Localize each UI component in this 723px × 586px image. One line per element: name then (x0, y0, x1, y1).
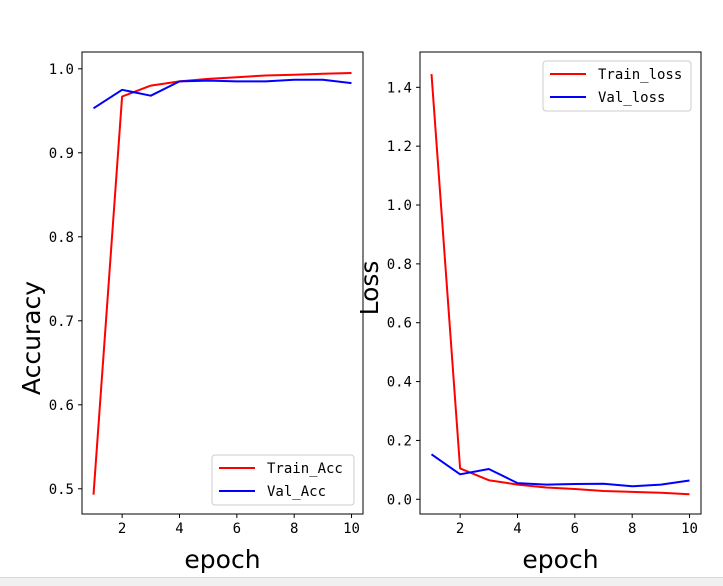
series-line-val-loss (430, 453, 690, 488)
y-tick-label: 0.6 (387, 316, 412, 332)
x-tick-label: 6 (571, 521, 579, 537)
y-tick-label: 0.8 (49, 230, 74, 246)
x-tick-label: 6 (233, 521, 241, 537)
y-tick-label: 0.9 (49, 146, 74, 162)
y-tick-label: 0.8 (387, 257, 412, 273)
accuracy-chart: 2 4 6 8 10 0.5 0.6 0.7 0.8 0.9 1.0 epoch Accuracy Tra… (17, 51, 364, 574)
y-tick-label: 1.0 (387, 198, 412, 214)
x-tick-label: 4 (175, 521, 183, 537)
legend-label: Val_loss (598, 90, 665, 106)
y-tick-label: 0.0 (387, 492, 412, 508)
loss-chart: 2 4 6 8 10 0.0 0.2 0.4 0.6 0.8 1.0 1.2 1.4 epoch Loss T… (355, 51, 702, 574)
x-axis-title: epoch (184, 545, 260, 574)
y-tick-label: 0.4 (387, 375, 412, 391)
axes-frame (81, 51, 364, 515)
legend-label: Val_Acc (267, 484, 326, 500)
y-tick-label: 0.6 (49, 398, 74, 414)
x-tick-label: 10 (343, 521, 360, 537)
x-tick-label: 10 (681, 521, 698, 537)
y-axis-title: Loss (355, 261, 384, 316)
window-bottom-strip (0, 577, 723, 586)
y-tick-label: 0.7 (49, 314, 74, 330)
y-axis-title: Accuracy (17, 281, 46, 395)
legend: Train_Acc Val_Acc (211, 454, 355, 506)
x-tick-label: 8 (628, 521, 636, 537)
x-tick-label: 2 (456, 521, 464, 537)
axes-frame (419, 51, 702, 515)
series-line-train-loss (430, 74, 690, 496)
x-tick-label: 2 (118, 521, 126, 537)
series-line-val-acc (92, 78, 352, 110)
y-tick-label: 0.5 (49, 482, 74, 498)
y-tick-label: 1.0 (49, 62, 74, 78)
legend-label: Train_Acc (267, 461, 343, 477)
legend-label: Train_loss (598, 67, 682, 83)
x-tick-label: 4 (513, 521, 521, 537)
x-tick-label: 8 (290, 521, 298, 537)
y-tick-label: 0.2 (387, 433, 412, 449)
series-line-train-acc (92, 72, 352, 495)
x-axis-title: epoch (522, 545, 598, 574)
y-tick-label: 1.4 (387, 80, 412, 96)
legend: Train_loss Val_loss (542, 60, 692, 112)
y-tick-label: 1.2 (387, 139, 412, 155)
